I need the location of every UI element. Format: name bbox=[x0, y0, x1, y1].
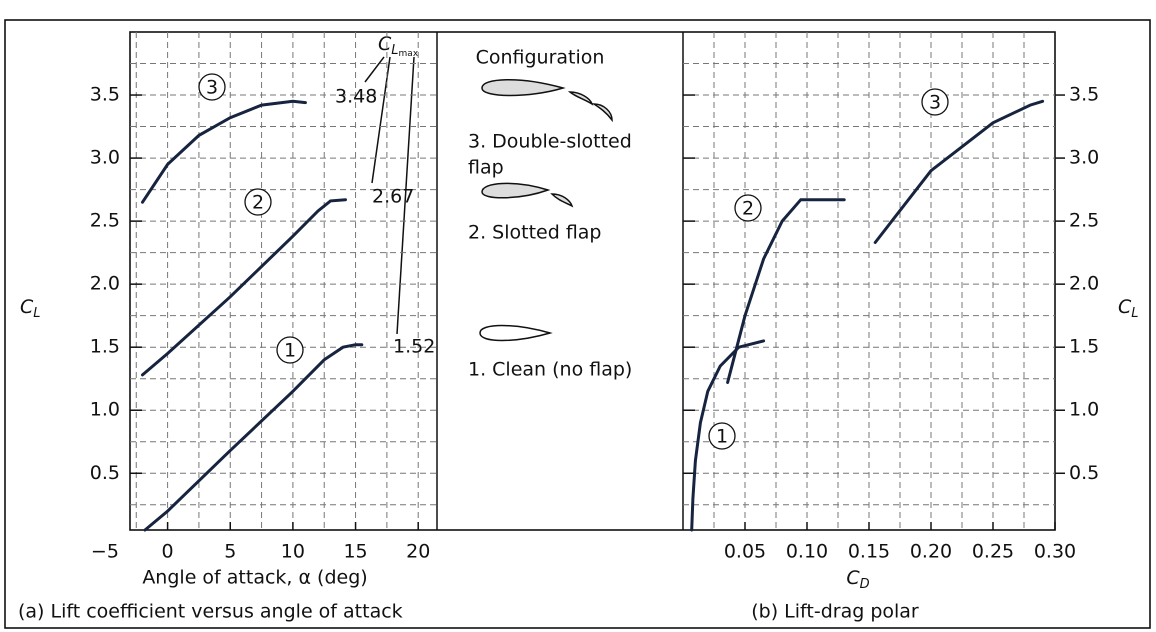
annotation-title: CLmax bbox=[378, 33, 419, 59]
config-label: 3. Double-slotted bbox=[468, 131, 632, 153]
annotation-sub: L bbox=[391, 43, 398, 58]
panel: 0.05 0.10 0.15 0.20 0.25 0.30 0.5 1.0 1.5 2.0 2.5 3… bbox=[683, 32, 1099, 563]
y-tick-label: 2.0 bbox=[90, 273, 120, 295]
config-label: 1. Clean (no flap) bbox=[468, 359, 632, 381]
y-tick-label: 2.5 bbox=[1069, 210, 1099, 232]
y-axis-label-sub: L bbox=[1131, 306, 1138, 321]
x-tick-label: 10 bbox=[281, 541, 305, 563]
airfoil-slotted bbox=[481, 182, 574, 208]
curve bbox=[726, 198, 846, 384]
annotation-main: C bbox=[378, 33, 392, 55]
y-tick-label: 1.5 bbox=[90, 336, 120, 358]
airfoil-clean bbox=[479, 324, 553, 342]
curve bbox=[143, 343, 364, 532]
figure-border bbox=[4, 19, 1151, 629]
y-tick-label: 0.5 bbox=[1069, 462, 1099, 484]
y-axis-label: CL bbox=[1118, 296, 1139, 321]
x-tick-label: 0.05 bbox=[724, 541, 766, 563]
leader-line bbox=[396, 56, 415, 335]
airfoil-double-slotted bbox=[481, 79, 613, 123]
x-tick-label: 0.30 bbox=[1034, 541, 1076, 563]
y-tick-label: 3.0 bbox=[1069, 147, 1099, 169]
cl-max-label: 3.48 bbox=[335, 86, 377, 108]
y-axis-label: CL bbox=[20, 296, 41, 321]
caption: (b) Lift-drag polar bbox=[751, 601, 919, 623]
y-tick-label: 2.5 bbox=[90, 210, 120, 232]
x-tick-label: 5 bbox=[224, 541, 236, 563]
x-tick-label: −5 bbox=[91, 541, 119, 563]
y-tick-label: 0.5 bbox=[90, 462, 120, 484]
series-label: 3 bbox=[929, 92, 941, 114]
series-marker bbox=[921, 88, 949, 116]
series-marker bbox=[708, 422, 736, 450]
x-tick-label: 0.20 bbox=[910, 541, 952, 563]
y-tick-label: 1.0 bbox=[90, 399, 120, 421]
series-label: 2 bbox=[252, 192, 264, 214]
y-axis-label-main: C bbox=[20, 296, 34, 318]
curve bbox=[141, 198, 347, 377]
y-tick-label: 2.0 bbox=[1069, 273, 1099, 295]
series-label: 2 bbox=[742, 198, 754, 220]
panel-frame bbox=[129, 31, 1056, 531]
curve bbox=[141, 99, 307, 204]
x-tick-label: 0.15 bbox=[848, 541, 890, 563]
y-tick-label: 1.0 bbox=[1069, 399, 1099, 421]
y-tick-label: 3.5 bbox=[1069, 84, 1099, 106]
x-tick-label: 0.25 bbox=[972, 541, 1014, 563]
y-tick-label: 3.5 bbox=[90, 84, 120, 106]
series-marker bbox=[734, 194, 762, 222]
x-axis-label: CD bbox=[846, 567, 869, 592]
x-axis-label-main: C bbox=[846, 567, 860, 589]
y-tick-label: 3.0 bbox=[90, 147, 120, 169]
series-label: 1 bbox=[284, 340, 296, 362]
x-axis-label: Angle of attack, α (deg) bbox=[142, 567, 367, 589]
series-marker bbox=[198, 73, 226, 101]
annotation-subsub: max bbox=[399, 49, 419, 59]
panel: −5 0 5 10 15 20 0.5 1.0 1.5 2.0 2.5 3.0 3.5 1 1.52 2 2.6… bbox=[90, 32, 437, 563]
series-label: 1 bbox=[716, 426, 728, 448]
y-axis-label-main: C bbox=[1118, 296, 1132, 318]
cl-max-label: 2.67 bbox=[372, 186, 414, 208]
x-tick-label: 20 bbox=[406, 541, 430, 563]
y-tick-label: 1.5 bbox=[1069, 336, 1099, 358]
series-label: 3 bbox=[206, 77, 218, 99]
caption: (a) Lift coefficient versus angle of att… bbox=[18, 601, 403, 623]
leader-line bbox=[364, 56, 385, 83]
series-marker bbox=[244, 188, 272, 216]
cl-max-label: 1.52 bbox=[393, 336, 435, 358]
x-axis-label-sub: D bbox=[860, 577, 870, 592]
x-tick-label: 0 bbox=[162, 541, 174, 563]
y-axis-label-sub: L bbox=[33, 306, 40, 321]
x-tick-label: 15 bbox=[343, 541, 367, 563]
config-label: flap bbox=[468, 157, 504, 179]
x-tick-label: 0.10 bbox=[786, 541, 828, 563]
config-label: 2. Slotted flap bbox=[468, 222, 602, 244]
config-title: Configuration bbox=[476, 47, 605, 69]
curve bbox=[873, 99, 1045, 244]
series-marker bbox=[276, 336, 304, 364]
